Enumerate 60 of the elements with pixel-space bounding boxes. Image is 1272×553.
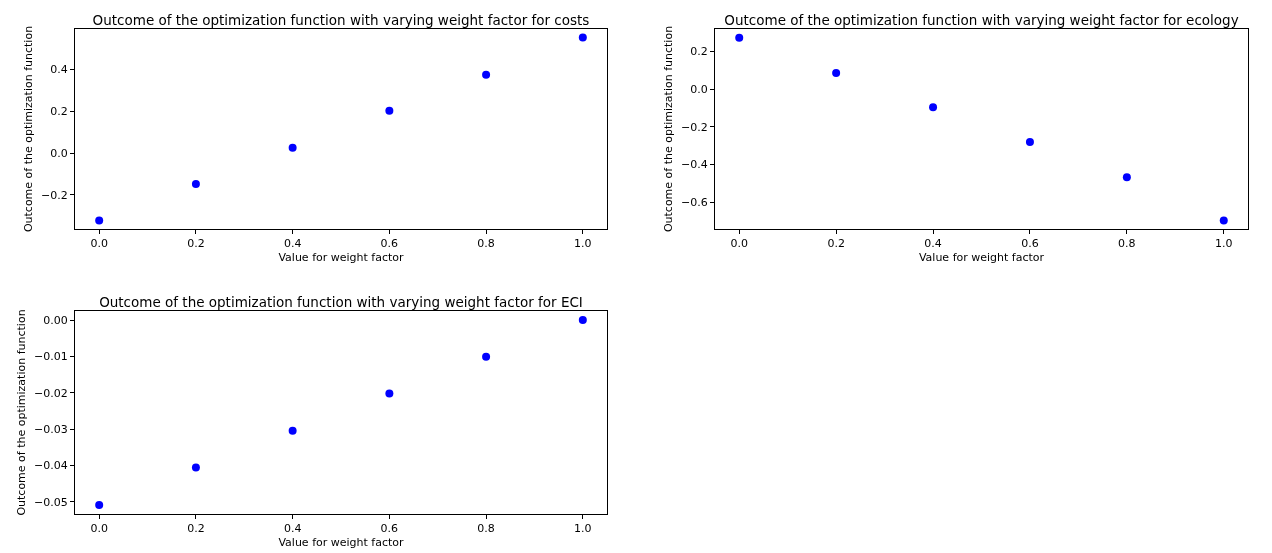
point	[288, 426, 297, 435]
y-tick-label: 0.0	[690, 83, 708, 97]
point	[735, 33, 744, 42]
x-tick-label: 0.4	[924, 237, 942, 251]
x-tick-label: 0.2	[187, 237, 205, 251]
point	[288, 143, 297, 152]
x-tick-label: 0.8	[1118, 237, 1136, 251]
x-axis-title: Value for weight factor	[278, 251, 405, 265]
y-tick-label: −0.2	[681, 120, 708, 134]
y-tick-label: −0.4	[681, 158, 708, 172]
x-tick-label: 0.4	[283, 237, 302, 251]
y-tick-label: 0.4	[50, 63, 68, 77]
point	[95, 216, 104, 225]
y-tick-label: −0.6	[681, 195, 708, 209]
point	[1122, 173, 1131, 182]
y-tick-label: −0.05	[34, 495, 68, 509]
y-tick-label: −0.02	[34, 386, 68, 400]
point	[385, 389, 394, 398]
point	[191, 180, 200, 189]
point	[578, 33, 587, 42]
x-tick-label: 0.6	[1021, 237, 1039, 251]
y-tick-label: −0.03	[34, 422, 68, 436]
point	[929, 103, 938, 112]
chart-title: Outcome of the optimization function with varying weight factor for ecology	[724, 12, 1239, 28]
point	[385, 106, 394, 115]
x-tick-label: 1.0	[574, 237, 592, 251]
y-axis-title: Outcome of the optimization function	[14, 309, 28, 516]
point	[1025, 138, 1034, 147]
x-tick-label: 0.2	[827, 237, 845, 251]
y-axis-title: Outcome of the optimization function	[661, 25, 675, 233]
x-tick-label: 1.0	[574, 522, 592, 536]
chart-title: Outcome of the optimization function with varying weight factor for ECI	[99, 294, 583, 310]
point	[191, 463, 200, 472]
x-tick-label: 0.8	[477, 522, 495, 536]
y-tick-label: −0.04	[34, 459, 68, 473]
x-tick-label: 0.0	[730, 237, 748, 251]
x-axis-title: Value for weight factor	[278, 536, 405, 550]
point	[578, 316, 587, 325]
y-tick-label: 0.2	[50, 105, 68, 119]
y-axis-title: Outcome of the optimization function	[21, 25, 35, 233]
point	[482, 352, 491, 361]
chart-title: Outcome of the optimization function with varying weight factor for costs	[92, 12, 590, 28]
y-tick-label: 0.2	[690, 45, 708, 59]
x-tick-label: 0.4	[283, 522, 302, 536]
point	[832, 69, 841, 78]
x-tick-label: 0.8	[477, 237, 495, 251]
point	[482, 70, 491, 79]
x-tick-label: 0.6	[380, 237, 399, 251]
point	[95, 500, 104, 509]
y-tick-label: 0.0	[50, 146, 68, 160]
x-axis-title: Value for weight factor	[918, 251, 1045, 265]
y-tick-label: −0.01	[34, 350, 68, 364]
x-tick-label: 0.2	[187, 522, 205, 536]
x-tick-label: 0.6	[380, 522, 399, 536]
y-tick-label: 0.00	[43, 313, 68, 327]
x-tick-label: 1.0	[1215, 237, 1233, 251]
point	[1219, 216, 1228, 225]
x-tick-label: 0.0	[90, 237, 108, 251]
x-tick-label: 0.0	[90, 522, 108, 536]
y-tick-label: −0.2	[41, 188, 68, 202]
